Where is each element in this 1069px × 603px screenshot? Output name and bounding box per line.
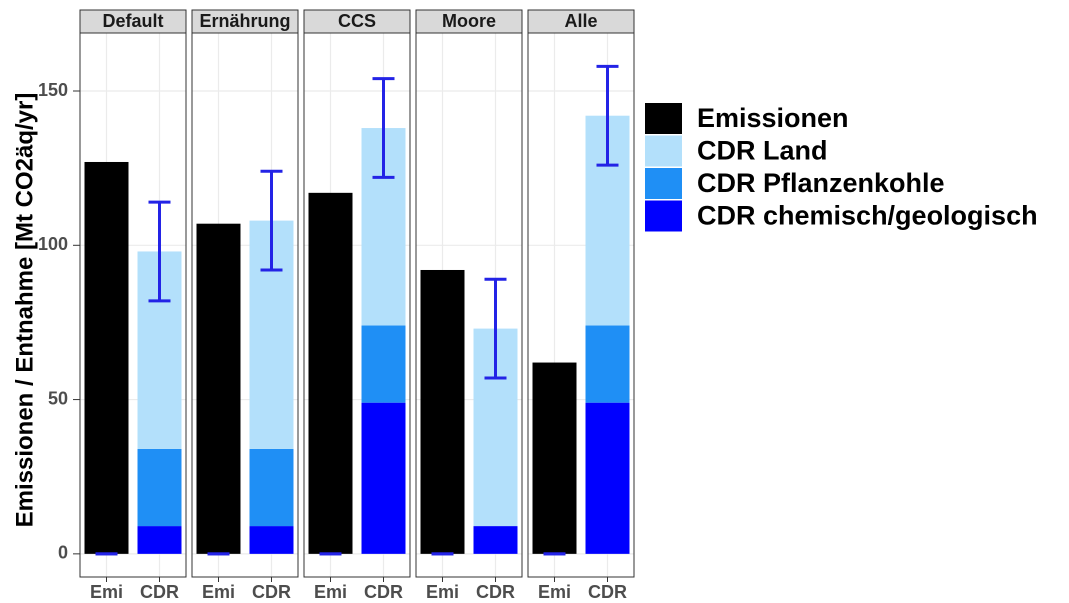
facet-title: Ernährung — [199, 11, 290, 31]
facet-title: Default — [102, 11, 163, 31]
x-tick-label: Emi — [538, 582, 571, 602]
y-tick-label: 100 — [38, 234, 68, 254]
x-tick-label: Emi — [202, 582, 235, 602]
facet-title: Moore — [442, 11, 496, 31]
bar-segment — [473, 526, 518, 554]
x-tick-label: CDR — [252, 582, 291, 602]
error-bar — [372, 77, 395, 179]
y-tick-label: 0 — [58, 543, 68, 563]
bar-segment — [137, 448, 182, 527]
x-tick-label: CDR — [588, 582, 627, 602]
legend-label: Emissionen — [697, 103, 849, 133]
legend-label: CDR chemisch/geologisch — [697, 201, 1038, 231]
legend-label: CDR Pflanzenkohle — [697, 168, 945, 198]
legend-key — [645, 200, 682, 232]
error-bar — [260, 169, 283, 272]
error-bar — [148, 200, 171, 303]
y-tick-label: 50 — [48, 388, 68, 408]
bar-segment — [308, 192, 353, 554]
bar-segment — [361, 402, 406, 554]
x-tick-label: Emi — [90, 582, 123, 602]
legend-key — [645, 103, 682, 134]
error-bar — [596, 64, 619, 167]
bar-segment — [361, 325, 406, 403]
bar-segment — [249, 448, 294, 527]
panel-border — [191, 32, 299, 578]
panel-border — [79, 32, 187, 578]
legend-label: CDR Land — [697, 136, 828, 166]
panel-border — [303, 32, 411, 578]
x-tick-label: CDR — [140, 582, 179, 602]
facet-title: CCS — [338, 11, 376, 31]
x-tick-label: CDR — [364, 582, 403, 602]
bar-segment — [532, 362, 577, 554]
panel-border — [527, 32, 635, 578]
x-tick-label: Emi — [426, 582, 459, 602]
facet-title: Alle — [564, 11, 597, 31]
panel-border — [415, 32, 523, 578]
legend-key — [645, 135, 682, 167]
bar-segment — [137, 526, 182, 554]
bar-segment — [249, 526, 294, 554]
error-bar — [484, 277, 507, 380]
bar-segment — [84, 161, 129, 554]
y-axis-title: Emissionen / Entnahme [Mt CO2äq/yr] — [11, 93, 38, 528]
bar-segment — [420, 269, 465, 554]
bar-segment — [196, 223, 241, 554]
x-tick-label: CDR — [476, 582, 515, 602]
y-tick-label: 150 — [38, 80, 68, 100]
x-tick-label: Emi — [314, 582, 347, 602]
bar-segment — [585, 325, 630, 403]
bar-segment — [585, 402, 630, 554]
legend-key — [645, 168, 682, 199]
